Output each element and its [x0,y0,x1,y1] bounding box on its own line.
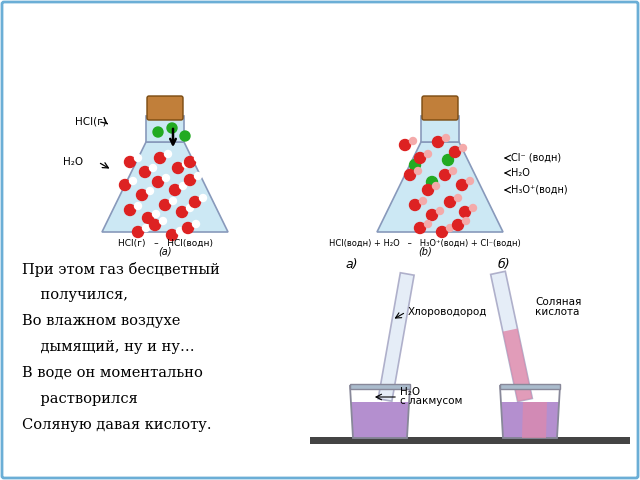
Circle shape [159,200,170,211]
Text: получился,: получился, [22,288,128,302]
Circle shape [136,190,147,201]
Circle shape [129,178,136,184]
Circle shape [177,228,184,235]
Circle shape [433,136,444,147]
Circle shape [440,169,451,180]
Circle shape [150,219,161,230]
Circle shape [153,127,163,137]
Text: H₂O: H₂O [400,387,420,397]
Circle shape [177,206,188,217]
Circle shape [415,168,422,175]
Polygon shape [377,142,503,232]
Circle shape [134,155,141,161]
Bar [310,437,630,444]
Bar [491,271,532,402]
Circle shape [399,140,410,151]
Circle shape [143,225,150,231]
Circle shape [193,220,200,228]
Circle shape [463,217,470,225]
Polygon shape [351,402,409,438]
Circle shape [147,188,154,194]
Circle shape [182,223,193,233]
Circle shape [166,229,177,240]
Circle shape [456,180,467,191]
Circle shape [452,219,463,230]
Circle shape [460,206,470,217]
Circle shape [200,194,207,202]
Bar [146,116,184,142]
Circle shape [134,203,141,209]
Circle shape [447,225,454,231]
Circle shape [152,177,163,188]
Circle shape [442,134,449,142]
Circle shape [410,137,417,144]
Circle shape [195,155,202,161]
Circle shape [125,156,136,168]
Circle shape [460,144,467,152]
Text: При этом газ бесцветный: При этом газ бесцветный [22,262,220,277]
Circle shape [173,163,184,173]
Circle shape [454,194,461,202]
Circle shape [154,153,166,164]
Circle shape [445,196,456,207]
Circle shape [140,167,150,178]
Circle shape [170,184,180,195]
Text: В воде он моментально: В воде он моментально [22,366,203,380]
Circle shape [426,209,438,220]
Circle shape [419,197,426,204]
Text: Cl⁻ (водн): Cl⁻ (водн) [511,153,561,163]
Circle shape [404,169,415,180]
Polygon shape [522,402,547,438]
Text: а): а) [345,258,358,271]
Text: HCl(г)   –   HCl(водн): HCl(г) – HCl(водн) [118,239,212,248]
Text: (b): (b) [418,247,432,257]
Circle shape [152,211,159,217]
Bar [378,273,414,401]
Circle shape [184,175,195,185]
Circle shape [195,172,202,180]
Circle shape [449,168,456,175]
Circle shape [143,213,154,224]
Text: Соляную давая кислоту.: Соляную давая кислоту. [22,418,211,432]
Circle shape [150,165,157,171]
Circle shape [433,182,440,190]
Circle shape [467,178,474,184]
Circle shape [442,155,454,166]
Text: H₃O⁺(водн): H₃O⁺(водн) [511,185,568,195]
FancyBboxPatch shape [422,96,458,120]
Bar [500,384,560,389]
Bar [421,116,459,142]
Circle shape [410,200,420,211]
Circle shape [426,177,438,188]
Circle shape [449,146,461,157]
Text: Во влажном воздухе: Во влажном воздухе [22,314,180,328]
Text: дымящий, ну и ну…: дымящий, ну и ну… [22,340,195,354]
Text: с лакмусом: с лакмусом [400,396,462,406]
Circle shape [179,182,186,190]
Circle shape [180,131,190,141]
Polygon shape [501,402,559,438]
Circle shape [415,153,426,164]
Circle shape [163,175,170,181]
Circle shape [424,220,431,228]
Text: HCl(г): HCl(г) [75,117,107,127]
Circle shape [159,217,166,225]
Text: H₂O: H₂O [511,168,530,178]
Circle shape [120,180,131,191]
Text: HCl(водн) + H₂O   –   H₃O⁺(водн) + Cl⁻(водн): HCl(водн) + H₂O – H₃O⁺(водн) + Cl⁻(водн) [329,239,521,248]
Text: Соляная: Соляная [535,297,581,307]
Circle shape [415,223,426,233]
Circle shape [182,160,189,168]
Circle shape [436,207,444,215]
Text: (a): (a) [158,247,172,257]
Circle shape [470,204,477,212]
Circle shape [424,151,431,157]
Circle shape [186,204,193,212]
Text: H₂O: H₂O [63,157,83,167]
Polygon shape [102,142,228,232]
Text: растворился: растворился [22,392,138,406]
Circle shape [422,184,433,195]
Text: б): б) [498,258,511,271]
Circle shape [164,151,172,157]
